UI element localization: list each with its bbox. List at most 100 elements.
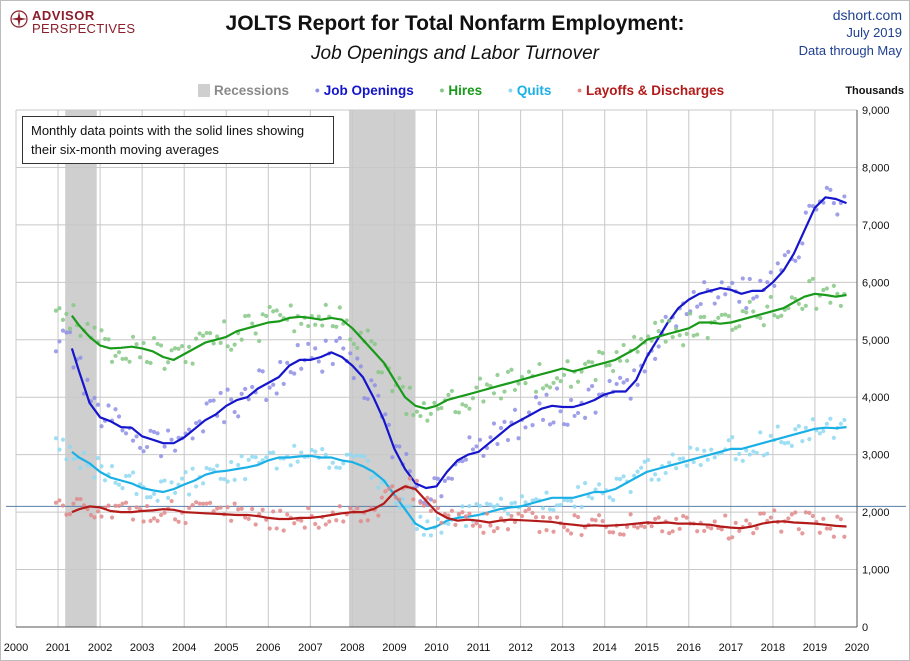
quits-point — [222, 477, 227, 482]
quits-point — [688, 445, 693, 450]
layoffs-point — [547, 515, 553, 521]
hires-point — [561, 372, 567, 378]
quits-point — [236, 462, 241, 468]
openings-point — [740, 276, 745, 281]
quits-point — [183, 470, 188, 475]
y-axis-unit-label: Thousands — [845, 85, 904, 97]
hires-point — [547, 385, 553, 390]
openings-point — [589, 383, 595, 389]
quits-point — [292, 443, 297, 448]
openings-point — [807, 203, 812, 208]
hires-point — [625, 358, 630, 363]
legend-item-layoffs: • Layoffs & Discharges — [577, 82, 724, 98]
quits-point — [337, 465, 342, 470]
legend-label-hires: Hires — [448, 83, 483, 98]
y-tick-label: 6,000 — [862, 277, 890, 289]
openings-point — [144, 444, 150, 450]
layoffs-point — [299, 518, 304, 523]
x-tick-label: 2015 — [635, 642, 659, 654]
quits-point — [400, 496, 405, 501]
layoffs-point — [218, 505, 223, 510]
layoffs-point — [306, 505, 311, 511]
quits-point — [57, 447, 62, 452]
openings-point — [551, 420, 556, 425]
hires-point — [411, 412, 416, 418]
quits-point — [313, 449, 318, 454]
openings-point — [404, 451, 409, 457]
hires-point — [172, 346, 178, 351]
openings-point — [299, 366, 304, 371]
quits-point — [215, 463, 220, 468]
hires-point — [334, 324, 339, 329]
openings-point — [747, 276, 752, 282]
openings-point — [793, 258, 798, 263]
quits-point — [348, 452, 353, 457]
openings-point — [635, 382, 640, 387]
layoffs-point — [53, 500, 59, 505]
quits-point — [695, 447, 700, 452]
hires-point — [127, 359, 132, 364]
openings-point — [130, 438, 136, 443]
layoffs-point — [516, 511, 521, 516]
openings-point — [554, 386, 560, 391]
hires-point — [169, 348, 174, 353]
quits-point — [747, 452, 752, 457]
layoffs-point — [239, 506, 244, 511]
openings-point — [628, 396, 633, 401]
quits-point — [358, 453, 363, 459]
openings-point — [547, 422, 553, 427]
layoffs-point — [537, 529, 542, 535]
hires-point — [688, 311, 693, 316]
hires-point — [593, 377, 598, 383]
hires-point — [313, 322, 318, 327]
hires-point — [379, 370, 384, 375]
hires-point — [418, 413, 423, 419]
hires-point — [635, 349, 640, 354]
hires-point — [586, 359, 591, 364]
layoffs-point — [709, 526, 714, 531]
openings-point — [582, 415, 588, 420]
hires-point — [516, 381, 521, 386]
quits-point — [379, 480, 384, 485]
openings-point — [744, 306, 749, 311]
layoffs-point — [95, 509, 101, 514]
openings-point — [92, 395, 97, 401]
layoffs-point — [656, 515, 661, 520]
hires-point — [151, 335, 157, 341]
hires-point — [604, 363, 609, 368]
layoffs-point — [807, 510, 812, 515]
quits-point — [831, 435, 836, 440]
quits-point — [404, 504, 409, 509]
quits-point — [425, 519, 430, 524]
layoffs-point — [74, 496, 80, 502]
quits-point — [667, 460, 672, 465]
quits-point — [810, 417, 815, 422]
hires-point — [660, 318, 665, 324]
layoffs-point — [172, 517, 178, 522]
hires-point — [663, 339, 668, 344]
quits-point — [246, 457, 251, 463]
layoffs-point — [313, 521, 318, 527]
hires-point — [123, 356, 129, 361]
quits-point — [421, 532, 426, 537]
quits-point — [169, 480, 174, 485]
hires-point — [737, 324, 742, 329]
legend-label-layoffs: Layoffs & Discharges — [586, 83, 725, 98]
openings-point — [162, 444, 167, 449]
openings-point — [53, 349, 59, 354]
quits-point — [495, 503, 500, 508]
hires-point — [653, 320, 658, 326]
openings-point — [229, 397, 234, 402]
quits-point — [179, 476, 185, 481]
quits-point — [540, 506, 546, 511]
openings-point — [796, 255, 801, 260]
openings-point — [390, 455, 395, 460]
hires-point — [215, 334, 220, 339]
hires-point — [218, 340, 223, 345]
quits-point — [102, 478, 108, 483]
quits-point — [681, 456, 686, 461]
hires-point — [779, 313, 784, 318]
hires-point — [246, 313, 251, 318]
openings-point — [523, 425, 528, 430]
layoffs-point — [712, 519, 717, 524]
